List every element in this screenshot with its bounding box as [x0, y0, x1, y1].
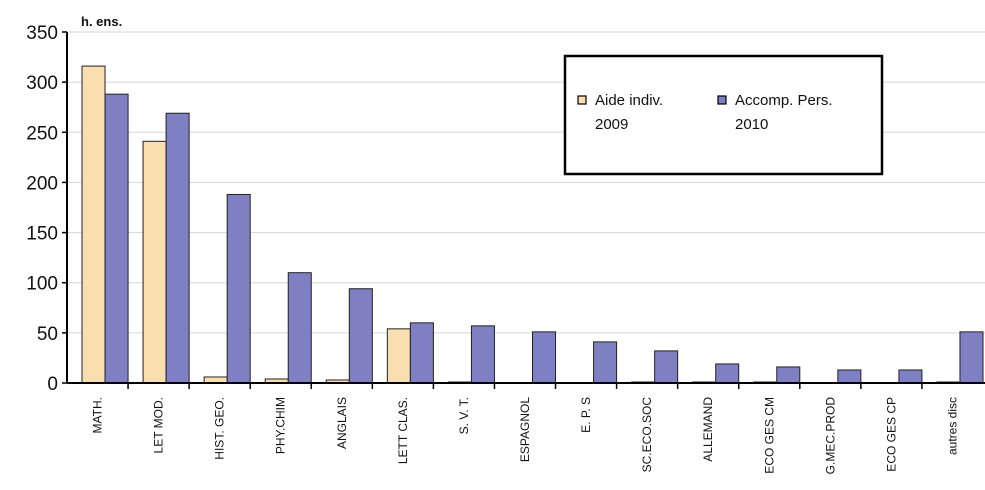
x-tick-label: HIST. GEO.: [213, 397, 227, 460]
x-tick-label: S. V. T.: [457, 397, 471, 434]
y-tick-label: 200: [26, 173, 58, 194]
x-tick-label: ECO GES CM: [762, 397, 776, 474]
bar-accomp-pers: [532, 331, 557, 384]
y-tick-label: 250: [26, 123, 58, 144]
bars: [81, 65, 984, 384]
bar-aide-indiv: [142, 140, 167, 384]
bar-accomp-pers: [226, 193, 251, 384]
gridlines: [67, 31, 985, 334]
y-tick-label: 100: [26, 274, 58, 295]
y-axis: 0 50 100 150 200 250 300 350: [26, 23, 68, 395]
bar-accomp-pers: [898, 369, 923, 384]
y-tick-label: 150: [26, 224, 58, 245]
y-axis-unit-label: h. ens.: [81, 14, 122, 29]
x-tick-label: PHY.CHIM: [274, 397, 288, 454]
bar-accomp-pers: [165, 112, 190, 384]
bar-accomp-pers: [409, 322, 434, 384]
x-tick-label: ECO GES CP: [884, 397, 898, 472]
x-tick-label: autres disc: [945, 397, 959, 455]
bar-aide-indiv: [81, 65, 106, 384]
bar-accomp-pers: [715, 363, 740, 384]
legend-swatch-aide-indiv: [577, 95, 587, 105]
legend-label-series2-line2: 2010: [735, 116, 768, 133]
legend-label-series1-line1: Aide indiv.: [595, 92, 663, 109]
x-tick-label: ESPAGNOL: [518, 397, 532, 462]
x-tick-label: E. P. S: [579, 397, 593, 433]
x-tick-label: G.MEC.PROD: [823, 397, 837, 475]
bar-accomp-pers: [470, 325, 495, 384]
bar-aide-indiv: [386, 328, 411, 384]
x-tick-label: ANGLAIS: [335, 397, 349, 449]
bar-accomp-pers: [348, 288, 373, 384]
y-tick-label: 0: [47, 374, 58, 395]
legend-label-series2-line1: Accomp. Pers.: [735, 92, 833, 109]
bar-accomp-pers: [654, 350, 679, 384]
x-tick-label: LETT CLAS.: [396, 397, 410, 464]
legend: Aide indiv. 2009 Accomp. Pers. 2010: [563, 54, 884, 176]
x-tick-label: SC.ECO.SOC: [640, 397, 654, 473]
bar-accomp-pers: [593, 341, 618, 384]
bar-accomp-pers: [959, 331, 984, 384]
x-axis: MATH. LET MOD. HIST. GEO. PHY.CHIM ANGLAIS LE…: [67, 382, 985, 475]
x-tick-label: MATH.: [91, 397, 105, 433]
y-tick-label: 350: [26, 23, 58, 44]
legend-box: [563, 54, 884, 176]
bar-accomp-pers: [104, 93, 129, 384]
legend-label-series1-line2: 2009: [595, 116, 628, 133]
x-tick-label: LET MOD.: [152, 397, 166, 453]
y-tick-label: 50: [37, 324, 58, 345]
bar-accomp-pers: [837, 369, 862, 384]
bar-accomp-pers: [287, 272, 312, 384]
y-tick-label: 300: [26, 73, 58, 94]
bar-accomp-pers: [776, 366, 801, 384]
legend-swatch-accomp-pers: [717, 95, 727, 105]
x-tick-label: ALLEMAND: [701, 397, 715, 462]
